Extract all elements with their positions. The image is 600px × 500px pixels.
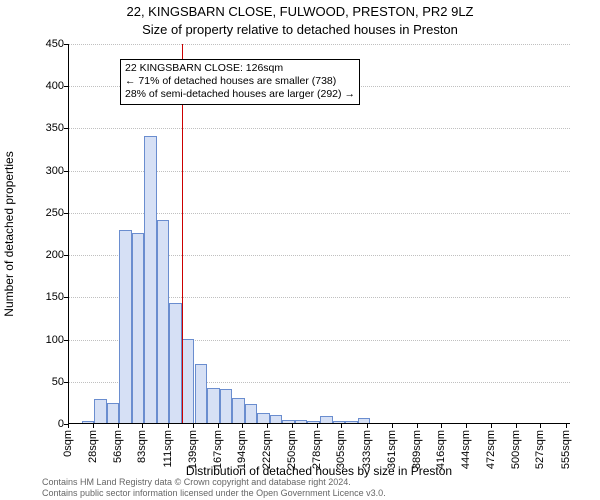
xtick-mark (242, 424, 243, 428)
xtick-mark (317, 424, 318, 428)
histogram-bar (333, 421, 346, 423)
xtick-label: 333sqm (361, 430, 373, 469)
xtick-label: 111sqm (162, 430, 174, 468)
gridline-h (69, 128, 570, 129)
xtick-mark (193, 424, 194, 428)
ytick-mark (64, 213, 68, 214)
xtick-mark (417, 424, 418, 428)
infobox-line-1: 22 KINGSBARN CLOSE: 126sqm (125, 62, 355, 75)
xtick-mark (491, 424, 492, 428)
xtick-label: 416sqm (435, 430, 447, 469)
xtick-label: 555sqm (560, 430, 572, 469)
histogram-bar (82, 421, 95, 423)
ytick-label: 0 (34, 418, 64, 430)
xtick-label: 194sqm (236, 430, 248, 469)
chart-title-sub: Size of property relative to detached ho… (0, 22, 600, 37)
ytick-mark (64, 255, 68, 256)
xtick-mark (93, 424, 94, 428)
histogram-bar (307, 421, 320, 423)
ytick-mark (64, 297, 68, 298)
histogram-bar (195, 364, 208, 423)
xtick-mark (566, 424, 567, 428)
histogram-bar (232, 398, 245, 423)
histogram-bar (345, 421, 358, 423)
xtick-mark (118, 424, 119, 428)
xtick-label: 83sqm (136, 430, 148, 463)
xtick-label: 139sqm (187, 430, 199, 469)
histogram-bar (245, 404, 258, 423)
histogram-bar (282, 420, 295, 423)
xtick-label: 28sqm (87, 430, 99, 463)
xtick-label: 472sqm (485, 430, 497, 469)
xtick-label: 361sqm (386, 430, 398, 469)
xtick-mark (168, 424, 169, 428)
xtick-mark (68, 424, 69, 428)
xtick-label: 167sqm (212, 430, 224, 469)
ytick-mark (64, 340, 68, 341)
ytick-mark (64, 128, 68, 129)
histogram-bar (270, 415, 283, 423)
xtick-label: 500sqm (510, 430, 522, 469)
xtick-mark (142, 424, 143, 428)
xtick-mark (441, 424, 442, 428)
ytick-label: 150 (34, 291, 64, 303)
xtick-mark (367, 424, 368, 428)
histogram-bar (94, 399, 107, 423)
histogram-bar (144, 136, 157, 423)
xtick-label: 389sqm (411, 430, 423, 469)
reference-info-box: 22 KINGSBARN CLOSE: 126sqm ← 71% of deta… (120, 59, 360, 104)
ytick-label: 300 (34, 165, 64, 177)
ytick-label: 50 (34, 376, 64, 388)
histogram-bar (295, 420, 308, 423)
ytick-mark (64, 86, 68, 87)
histogram-bar (107, 403, 120, 423)
histogram-bar (132, 233, 145, 423)
attribution-footer: Contains HM Land Registry data © Crown c… (42, 477, 386, 498)
xtick-label: 0sqm (62, 430, 74, 457)
ytick-label: 400 (34, 80, 64, 92)
histogram-bar (358, 418, 371, 423)
histogram-bar (220, 389, 233, 423)
xtick-mark (516, 424, 517, 428)
xtick-mark (392, 424, 393, 428)
histogram-bar (320, 416, 333, 423)
xtick-mark (540, 424, 541, 428)
histogram-bar (257, 413, 270, 423)
chart-container: { "chart": { "type": "histogram", "title… (0, 0, 600, 500)
xtick-mark (292, 424, 293, 428)
ytick-label: 250 (34, 207, 64, 219)
ytick-label: 350 (34, 122, 64, 134)
xtick-mark (267, 424, 268, 428)
ytick-label: 200 (34, 249, 64, 261)
xtick-label: 250sqm (286, 430, 298, 469)
xtick-mark (466, 424, 467, 428)
footer-line-2: Contains public sector information licen… (42, 488, 386, 498)
ytick-mark (64, 382, 68, 383)
ytick-mark (64, 44, 68, 45)
histogram-bar (207, 388, 220, 423)
xtick-label: 305sqm (335, 430, 347, 469)
xtick-mark (218, 424, 219, 428)
ytick-label: 100 (34, 334, 64, 346)
ytick-mark (64, 171, 68, 172)
footer-line-1: Contains HM Land Registry data © Crown c… (42, 477, 386, 487)
y-axis-label: Number of detached properties (2, 151, 16, 316)
histogram-bar (182, 339, 195, 423)
xtick-label: 278sqm (311, 430, 323, 469)
xtick-label: 56sqm (112, 430, 124, 463)
histogram-bar (119, 230, 132, 423)
chart-title-main: 22, KINGSBARN CLOSE, FULWOOD, PRESTON, P… (0, 4, 600, 19)
infobox-line-3: 28% of semi-detached houses are larger (… (125, 88, 355, 101)
infobox-line-2: ← 71% of detached houses are smaller (73… (125, 75, 355, 88)
gridline-h (69, 44, 570, 45)
xtick-label: 527sqm (534, 430, 546, 469)
ytick-label: 450 (34, 38, 64, 50)
histogram-bar (169, 303, 182, 423)
xtick-label: 444sqm (460, 430, 472, 469)
xtick-label: 222sqm (261, 430, 273, 469)
histogram-bar (157, 220, 170, 423)
xtick-mark (341, 424, 342, 428)
